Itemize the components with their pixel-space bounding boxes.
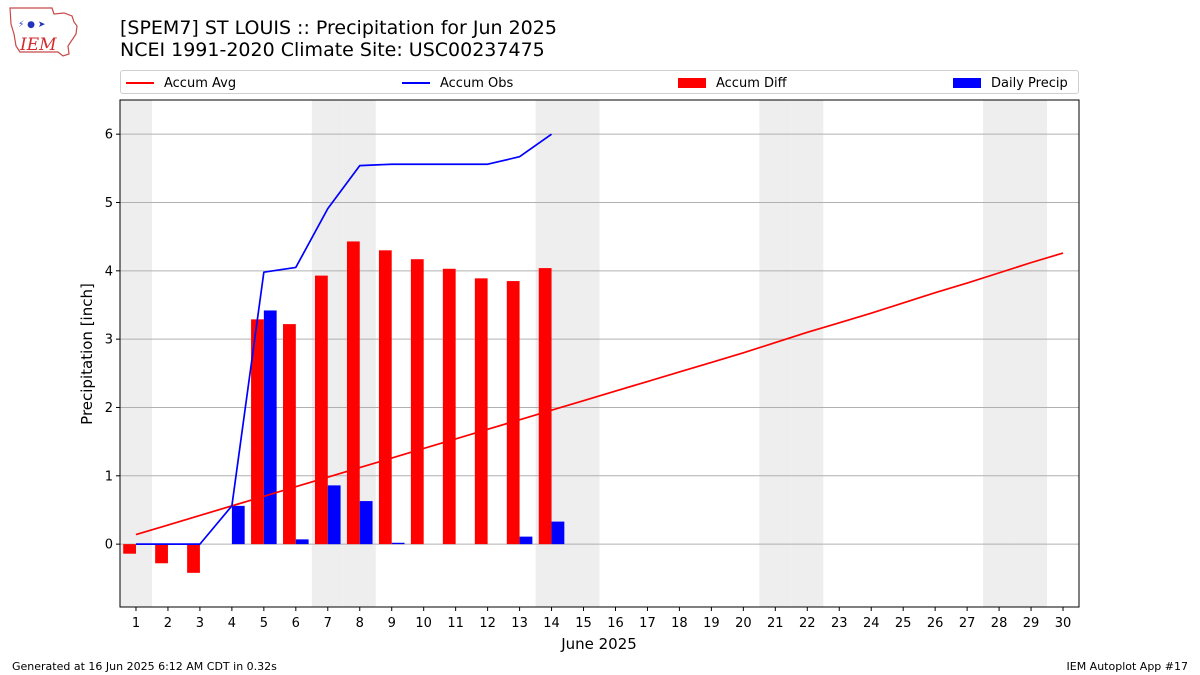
plot-frame	[119, 99, 1080, 608]
y-tick-label-5: 5	[105, 196, 113, 211]
legend-label-daily-precip: Daily Precip	[991, 75, 1068, 91]
accum-diff-bar-6	[283, 324, 296, 545]
x-tick-label-19: 19	[703, 616, 720, 631]
x-tick-label-1: 1	[132, 616, 140, 631]
x-tick-label-17: 17	[639, 616, 656, 631]
y-tick-label-0: 0	[105, 538, 113, 553]
accum-diff-bar-12	[474, 278, 488, 545]
weekend-band-28	[983, 100, 1016, 607]
legend-swatch-accum-obs	[402, 82, 430, 84]
y-tick-label-4: 4	[105, 264, 113, 279]
x-tick-label-23: 23	[831, 616, 848, 631]
y-axis: 0 1 2 3 4 5 6	[105, 128, 120, 553]
x-tick-label-11: 11	[447, 616, 464, 631]
footer-app: IEM Autoplot App #17	[1066, 660, 1189, 673]
weekend-band-29	[1015, 100, 1048, 607]
x-tick-label-15: 15	[575, 616, 592, 631]
x-tick-label-18: 18	[671, 616, 688, 631]
legend-label-accum-obs: Accum Obs	[440, 75, 514, 91]
legend-item-accum-diff: Accum Diff	[678, 74, 787, 92]
logo-text: IEM	[19, 35, 57, 55]
daily-precip-bar-7	[327, 485, 341, 545]
accum-diff-bar-2	[155, 544, 168, 564]
accum-diff-bar-9	[378, 250, 392, 545]
legend-label-accum-avg: Accum Avg	[164, 75, 237, 91]
x-tick-label-21: 21	[767, 616, 784, 631]
accum-diff-bar-5	[251, 319, 264, 545]
x-tick-label-16: 16	[607, 616, 624, 631]
accum-diff-bar-8	[346, 241, 360, 545]
weekend-band-15	[567, 100, 600, 607]
x-tick-label-10: 10	[415, 616, 432, 631]
x-tick-label-8: 8	[356, 616, 364, 631]
x-tick-label-5: 5	[260, 616, 268, 631]
iem-logo: ⚡ ● ➤ IEM	[9, 7, 78, 57]
legend-swatch-daily-precip	[953, 78, 981, 88]
y-tick-label-2: 2	[105, 401, 113, 416]
accum-obs-line	[135, 133, 553, 545]
y-tick-label-6: 6	[105, 128, 113, 143]
accum-diff-bar-14	[538, 268, 552, 545]
x-tick-label-7: 7	[324, 616, 332, 631]
accum-avg-line	[135, 252, 1064, 536]
x-axis: 1 2 3 4 5 6 7 8 9 10 11 12 13 14 15 16 17 18 19 20 21 22 23 24 2…	[132, 607, 1071, 631]
accum-diff-bar-10	[410, 259, 424, 545]
x-tick-label-27: 27	[959, 616, 976, 631]
legend-item-daily-precip: Daily Precip	[953, 74, 1068, 92]
grid-lines	[120, 133, 1079, 545]
svg-text:⚡ ● ➤: ⚡ ● ➤	[18, 20, 46, 30]
daily-precip-bar-4	[231, 505, 245, 545]
x-tick-label-20: 20	[735, 616, 752, 631]
daily-precip-bar-9	[391, 542, 405, 545]
weekend-shading	[120, 100, 1048, 607]
y-axis-label: Precipitation [inch]	[78, 283, 96, 425]
x-tick-label-25: 25	[895, 616, 912, 631]
legend-swatch-accum-diff	[678, 78, 706, 88]
legend-label-accum-diff: Accum Diff	[716, 75, 787, 91]
x-tick-label-12: 12	[479, 616, 496, 631]
weekend-band-1	[120, 100, 152, 607]
chart-title: [SPEM7] ST LOUIS :: Precipitation for Ju…	[120, 17, 557, 39]
accum-diff-bar-1	[123, 544, 136, 554]
legend: Accum Avg Accum Obs Accum Diff Daily Pre…	[120, 70, 1079, 94]
accum-diff-bar-7	[314, 275, 328, 545]
x-tick-label-14: 14	[543, 616, 560, 631]
weekend-band-22	[791, 100, 824, 607]
daily-precip-bar-13	[519, 536, 533, 545]
line-marks	[135, 133, 1064, 545]
y-tick-label-3: 3	[105, 333, 113, 348]
x-tick-label-2: 2	[164, 616, 172, 631]
x-tick-label-24: 24	[863, 616, 880, 631]
x-tick-label-28: 28	[991, 616, 1008, 631]
legend-item-accum-obs: Accum Obs	[402, 74, 513, 92]
daily-precip-bar-8	[359, 501, 373, 545]
accum-diff-bar-11	[442, 268, 456, 545]
x-tick-label-13: 13	[511, 616, 528, 631]
weekend-band-21	[759, 100, 792, 607]
daily-precip-bar-6	[295, 539, 309, 545]
legend-swatch-accum-avg	[126, 82, 154, 84]
x-tick-label-3: 3	[196, 616, 204, 631]
daily-precip-bar-5	[263, 310, 277, 545]
x-tick-label-9: 9	[388, 616, 396, 631]
footer-generated: Generated at 16 Jun 2025 6:12 AM CDT in …	[12, 660, 277, 673]
accum-diff-bar-3	[187, 544, 200, 573]
x-tick-label-22: 22	[799, 616, 816, 631]
y-tick-label-1: 1	[105, 469, 113, 484]
x-tick-label-4: 4	[228, 616, 236, 631]
legend-item-accum-avg: Accum Avg	[126, 74, 236, 92]
x-tick-label-30: 30	[1055, 616, 1072, 631]
daily-precip-bar-14	[551, 521, 565, 545]
x-axis-label: June 2025	[560, 635, 637, 653]
x-tick-label-6: 6	[292, 616, 300, 631]
x-tick-label-29: 29	[1023, 616, 1040, 631]
x-tick-label-26: 26	[927, 616, 944, 631]
chart-subtitle: NCEI 1991-2020 Climate Site: USC00237475	[120, 39, 545, 61]
accum-diff-bar-13	[506, 281, 520, 545]
